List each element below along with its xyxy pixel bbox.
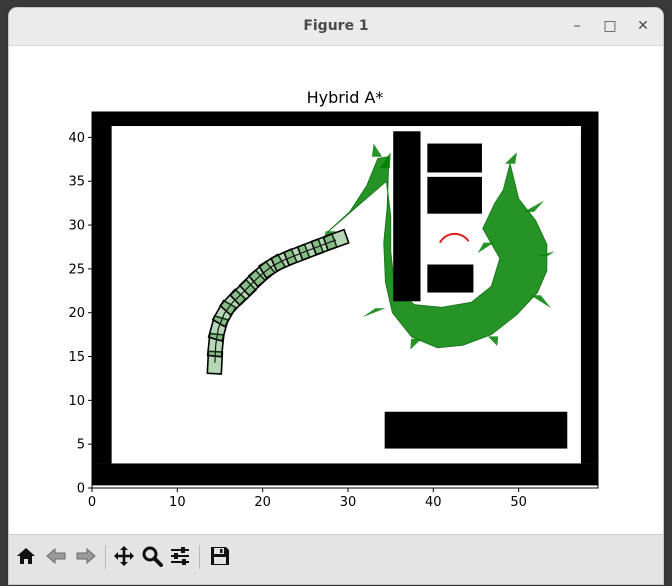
boundary-notch [568,126,581,133]
move-icon [114,546,134,566]
back-button[interactable] [43,543,69,569]
zoom-button[interactable] [139,543,165,569]
explored-fringe [477,242,494,254]
arrow-left-icon [46,547,66,565]
configure-subplots-button[interactable] [167,543,193,569]
explored-fringe [538,251,555,256]
explored-fringe [379,152,391,169]
pan-button[interactable] [111,543,137,569]
explored-fringe [371,143,383,157]
figure-window: Figure 1 – □ ✕ Hybrid A* 0 10 20 30 40 50 0 5 10… [9,8,663,584]
y-tick-label: 30 [68,219,85,234]
y-tick-label: 40 [68,131,85,146]
toolbar-separator [199,545,200,569]
figure-canvas[interactable]: Hybrid A* 0 10 20 30 40 50 0 5 10 15 20 25 30 35 40 [9,46,663,532]
window-title: Figure 1 [303,18,369,34]
boundary-wall [580,126,598,464]
sliders-icon [171,547,189,565]
x-tick-label: 30 [340,495,357,510]
magnifier-icon [142,546,163,567]
explored-fringe [410,339,422,350]
obstacle [427,264,474,293]
explored-fringe [505,152,517,164]
y-tick-label: 15 [68,350,85,365]
axes: 0 10 20 30 40 50 0 5 10 15 20 25 30 35 40 [68,111,599,510]
explored-fringe [362,308,386,318]
save-button[interactable] [207,543,233,569]
x-tick-label: 10 [169,495,186,510]
home-icon [17,548,35,564]
floppy-disk-icon [211,547,229,565]
toolbar-separator [105,545,106,569]
path-line [214,239,337,363]
obstacle [427,143,482,173]
x-tick-label: 0 [88,495,96,510]
boundary-wall [92,126,112,464]
maximize-button[interactable]: □ [603,18,617,34]
obstacle [427,176,482,214]
close-button[interactable]: ✕ [637,18,649,34]
arrow-right-icon [76,547,96,565]
navigation-toolbar [9,534,663,584]
y-tick-label: 5 [77,438,85,453]
explored-region [327,156,548,349]
y-tick-label: 10 [68,394,85,409]
axes-frame [91,111,599,489]
y-tick-label: 20 [68,306,85,321]
title-bar[interactable]: Figure 1 – □ ✕ [9,8,663,46]
x-tick-label: 20 [254,495,271,510]
home-button[interactable] [13,543,39,569]
chart-title: Hybrid A* [307,88,384,107]
minimize-button[interactable]: – [573,18,581,34]
forward-button[interactable] [73,543,99,569]
boundary-wall [92,463,598,486]
plot-svg: Hybrid A* 0 10 20 30 40 50 0 5 10 15 20 25 30 35 40 [68,88,599,510]
obstacle [384,411,568,449]
obstacle [393,131,421,302]
y-tick-label: 25 [68,262,85,277]
y-tick-label: 0 [77,482,85,497]
explored-fringe [523,200,545,212]
x-tick-label: 40 [425,495,442,510]
boundary-wall [92,112,598,127]
x-tick-label: 50 [510,495,527,510]
explored-fringe [530,295,552,309]
y-tick-label: 35 [68,175,85,190]
explored-fringe [487,336,499,346]
goal-arc [438,232,470,244]
